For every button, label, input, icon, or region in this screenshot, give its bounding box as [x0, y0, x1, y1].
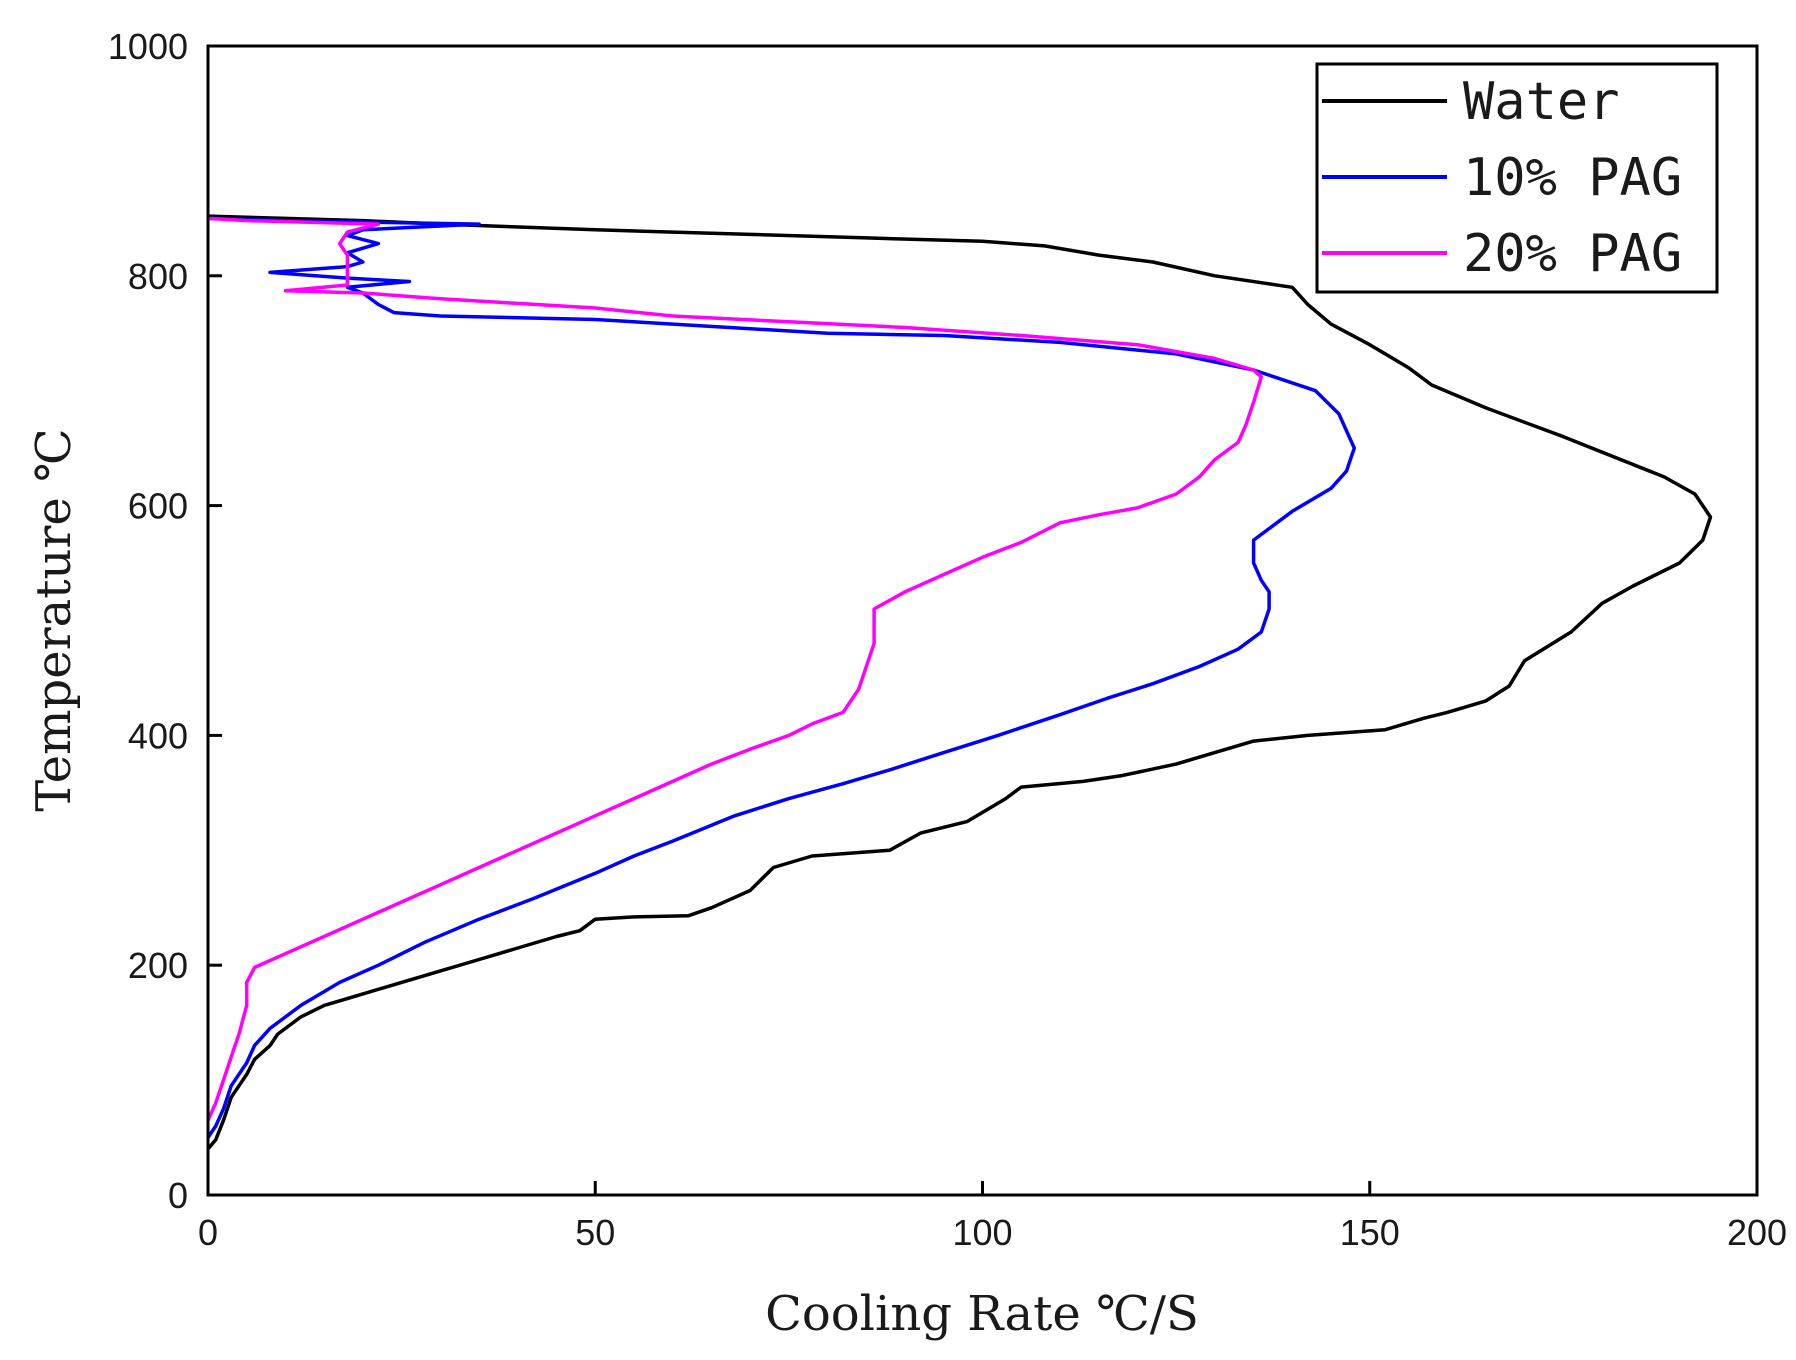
- y-tick-label: 0: [168, 1175, 188, 1216]
- series-line-water: [206, 214, 1713, 1151]
- x-tick-label: 150: [1340, 1212, 1400, 1253]
- tick-layer: 0 50 100 150 200 0 200 400 600 800 1000: [108, 26, 1787, 1253]
- y-tick-label: 400: [128, 715, 188, 756]
- legend-label-20-pag: 20% PAG: [1463, 224, 1682, 284]
- x-tick-label: 50: [575, 1212, 615, 1253]
- x-tick-label: 100: [952, 1212, 1012, 1253]
- x-tick-label: 0: [198, 1212, 218, 1253]
- legend-label-water: Water: [1463, 72, 1620, 132]
- legend-items: Water 10% PAG 20% PAG: [1322, 72, 1682, 284]
- series-line-20-pag: [206, 216, 1264, 1122]
- x-axis-title: Cooling Rate ℃/S: [765, 1286, 1199, 1342]
- y-tick-label: 200: [128, 945, 188, 986]
- series-line-10-pag: [206, 216, 1357, 1139]
- series-layer: [206, 214, 1713, 1151]
- y-tick-label: 600: [128, 486, 188, 527]
- y-tick-label: 1000: [108, 26, 188, 67]
- y-tick-label: 800: [128, 256, 188, 297]
- legend: Water 10% PAG 20% PAG: [1315, 62, 1719, 294]
- legend-label-10-pag: 10% PAG: [1463, 148, 1682, 208]
- y-axis-title: Temperature ℃: [26, 428, 82, 811]
- x-tick-label: 200: [1727, 1212, 1787, 1253]
